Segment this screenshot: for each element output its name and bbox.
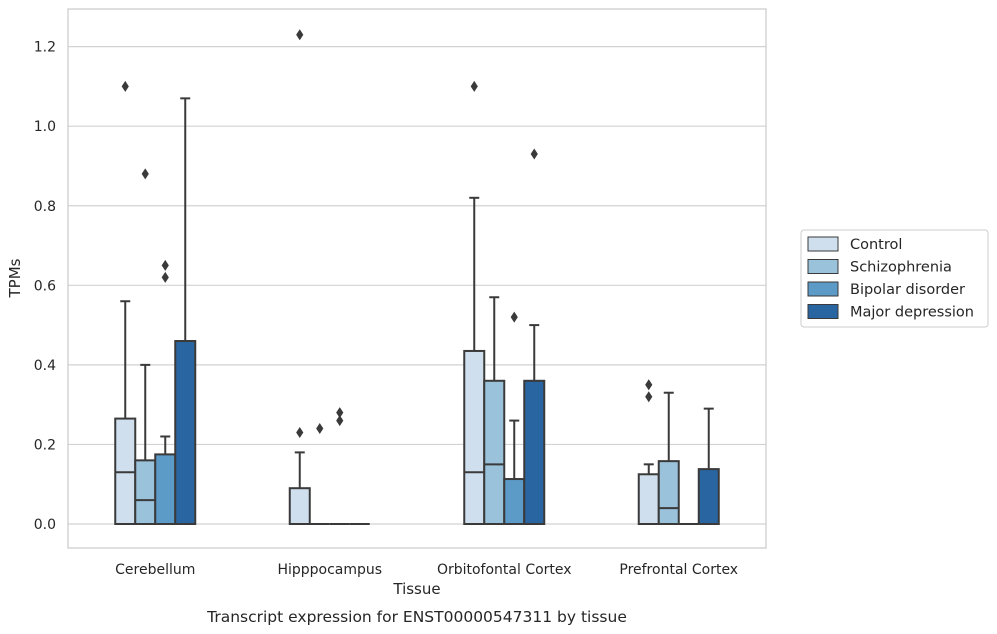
outlier-point bbox=[161, 271, 169, 283]
legend-swatch bbox=[807, 236, 839, 252]
outlier-point bbox=[296, 29, 304, 41]
box-schizophrenia bbox=[134, 168, 157, 525]
y-tick-labels: 0.0 0.2 0.4 0.6 0.8 1.0 1.2 bbox=[34, 40, 56, 533]
box-body bbox=[174, 340, 197, 525]
outlier-point bbox=[645, 379, 653, 391]
y-axis-label: TPMs bbox=[6, 258, 24, 298]
x-tick-labels: Cerebellum Hipppocampus Orbitofontal Corte… bbox=[115, 562, 738, 578]
box-body bbox=[154, 453, 177, 526]
legend-label: Schizophrenia bbox=[850, 260, 952, 276]
grid-lines bbox=[68, 46, 766, 525]
box-body bbox=[483, 379, 506, 525]
outlier-point bbox=[316, 423, 324, 435]
legend-label: Control bbox=[850, 237, 902, 253]
outlier-point bbox=[296, 427, 304, 439]
legend-frame bbox=[800, 229, 989, 328]
x-tick-label: Orbitofontal Cortex bbox=[437, 562, 572, 578]
x-tick-label: Prefrontal Cortex bbox=[619, 562, 738, 578]
y-tick-label: 1.2 bbox=[34, 40, 56, 56]
outlier-point bbox=[336, 407, 344, 419]
y-tick-label: 0.6 bbox=[34, 278, 56, 294]
outlier-point bbox=[510, 311, 518, 323]
box-body bbox=[637, 473, 660, 525]
outlier-point bbox=[141, 168, 149, 180]
box-schizophrenia bbox=[483, 296, 506, 525]
box-body bbox=[288, 487, 311, 525]
chart-caption: Transcript expression for ENST0000054731… bbox=[206, 608, 627, 626]
box-major-depression bbox=[697, 407, 720, 526]
box-schizophrenia bbox=[309, 423, 330, 525]
y-tick-label: 0.0 bbox=[34, 517, 56, 533]
box-body bbox=[134, 459, 157, 525]
box-bipolar-disorder bbox=[154, 259, 177, 526]
box-bipolar-disorder bbox=[503, 311, 526, 526]
legend-swatch bbox=[807, 281, 839, 297]
box-body bbox=[503, 478, 526, 526]
y-tick-label: 0.8 bbox=[34, 199, 56, 215]
outlier-point bbox=[121, 80, 129, 92]
plot-frame bbox=[67, 8, 767, 549]
x-tick-label: Cerebellum bbox=[115, 562, 195, 578]
box-control bbox=[463, 80, 486, 525]
y-tick-label: 0.2 bbox=[34, 437, 56, 453]
legend-label: Major depression bbox=[850, 305, 974, 321]
boxes bbox=[114, 29, 720, 526]
box-control bbox=[637, 379, 660, 525]
legend-label: Bipolar disorder bbox=[850, 282, 965, 298]
box-bipolar-disorder bbox=[329, 407, 350, 525]
x-axis-label: Tissue bbox=[392, 580, 440, 598]
outlier-point bbox=[530, 148, 538, 160]
box-body bbox=[463, 349, 486, 525]
box-control bbox=[288, 29, 311, 525]
legend-swatch bbox=[807, 259, 839, 274]
y-tick-label: 0.4 bbox=[34, 358, 56, 374]
box-body bbox=[657, 460, 680, 526]
x-tick-label: Hipppocampus bbox=[277, 562, 382, 578]
box-major-depression bbox=[174, 97, 197, 525]
box-major-depression bbox=[523, 148, 546, 525]
outlier-point bbox=[161, 259, 169, 271]
box-body bbox=[697, 468, 720, 526]
box-schizophrenia bbox=[657, 391, 680, 526]
legend-swatch bbox=[807, 304, 839, 319]
outlier-point bbox=[645, 391, 653, 403]
legend: Control Schizophrenia Bipolar disorder Majo… bbox=[800, 229, 989, 328]
y-tick-label: 1.0 bbox=[34, 119, 56, 135]
outlier-point bbox=[336, 415, 344, 427]
box-control bbox=[114, 80, 137, 526]
outlier-point bbox=[470, 80, 478, 92]
box-body bbox=[523, 379, 546, 525]
